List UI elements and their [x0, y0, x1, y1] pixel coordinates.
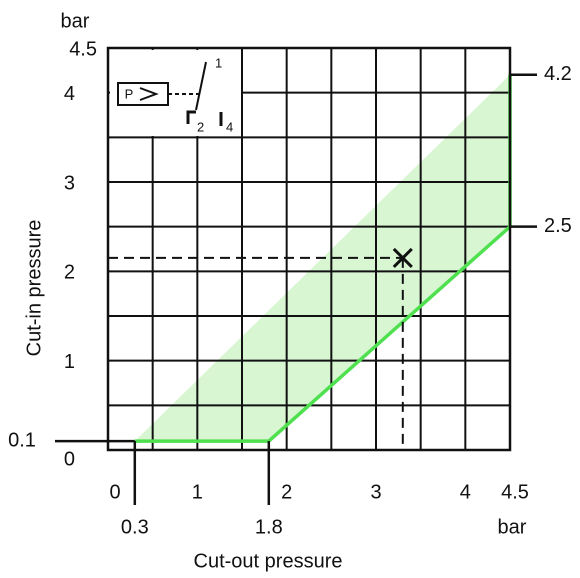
marker-label: 0.1: [8, 429, 36, 451]
x-tick-label: 0: [109, 481, 120, 503]
contact-label: 2: [197, 119, 204, 134]
x-tick-label: 2: [281, 481, 292, 503]
point-marker: [392, 247, 413, 268]
marker-label: 1.8: [255, 516, 283, 538]
x-tick-label: 4.5: [501, 481, 529, 503]
x-tick-label: 4: [460, 481, 471, 503]
y-tick-label: 0: [64, 448, 75, 470]
x-unit: bar: [498, 516, 527, 538]
y-tick-label: 3: [64, 172, 75, 194]
x-tick-label: 3: [370, 481, 381, 503]
marker-label: 0.3: [121, 516, 149, 538]
chevron: [139, 87, 159, 101]
y-tick-label: 4: [64, 83, 75, 105]
marker-label: 2.5: [544, 215, 572, 237]
switch-symbol: P 1 2 4: [110, 50, 241, 136]
plot: 0 1 2 3 4 4.5 0 1 2 3 4 4.5 0.3 1.8 0.1 2.5 4.2: [8, 38, 572, 538]
y-tick-label: 4.5: [69, 38, 97, 60]
x-tick-label: 1: [192, 481, 203, 503]
marker-label: 4.2: [544, 63, 572, 85]
contact-2: [186, 110, 196, 124]
y-tick-label: 1: [64, 351, 75, 373]
contact-label: 4: [226, 119, 233, 134]
x-axis-title: Cut-out pressure: [194, 550, 343, 572]
plot-frame: [106, 46, 512, 452]
switch-lever: [195, 61, 207, 111]
pressure-symbol: P: [125, 86, 134, 101]
y-unit: bar: [61, 10, 90, 32]
y-tick-label: 2: [64, 262, 75, 284]
y-axis-title: Cut-in pressure: [23, 220, 45, 357]
contact-label: 1: [215, 55, 222, 70]
